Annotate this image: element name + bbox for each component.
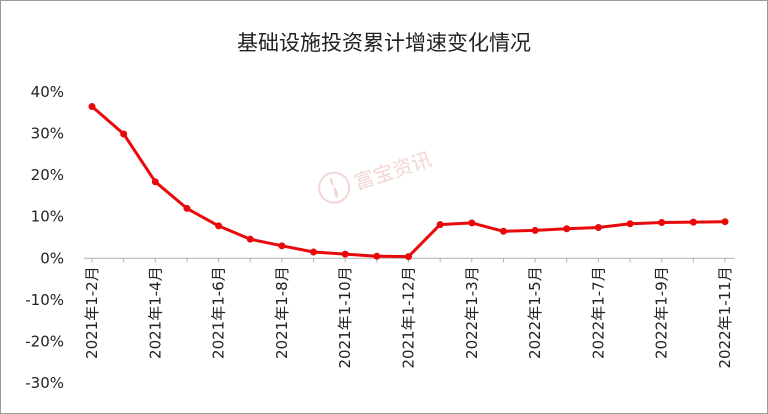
y-tick-label: -10%	[25, 291, 64, 309]
x-tick-label: 2022年1-3月	[463, 266, 481, 359]
x-tick-label: 2022年1-5月	[526, 266, 544, 359]
data-point	[310, 248, 318, 256]
x-tick-label: 2021年1-2月	[83, 266, 101, 359]
series-layer	[88, 103, 729, 261]
data-point	[120, 130, 128, 138]
x-tick-label: 2022年1-7月	[589, 266, 607, 359]
y-tick-label: 20%	[31, 166, 64, 184]
x-tick-label: 2022年1-9月	[653, 266, 671, 359]
data-point	[689, 218, 697, 226]
x-tick-label: 2021年1-4月	[146, 266, 164, 359]
data-point	[468, 219, 476, 227]
data-point	[594, 224, 602, 232]
y-tick-label: 0%	[40, 249, 64, 267]
data-point	[246, 235, 254, 243]
data-point	[721, 218, 729, 226]
watermark: 富宝资讯	[313, 140, 436, 209]
x-tick-label: 2021年1-10月	[336, 266, 354, 368]
data-point	[405, 253, 412, 261]
y-tick-label: -30%	[25, 374, 64, 392]
data-point	[215, 222, 223, 230]
data-point	[183, 204, 191, 212]
y-tick-label: 10%	[31, 208, 64, 226]
chart-title: 基础设施投资累计增速变化情况	[237, 31, 531, 55]
data-point	[563, 225, 571, 233]
data-point	[88, 103, 96, 111]
x-tick-label: 2022年1-11月	[716, 266, 734, 368]
y-axis: -30% -20% -10% 0% 10% 20% 30% 40%	[25, 83, 64, 392]
y-tick-label: 30%	[31, 125, 64, 143]
y-tick-label: 40%	[31, 83, 64, 101]
data-point	[341, 250, 349, 258]
x-tick-label: 2021年1-12月	[400, 266, 418, 368]
flame-logo-icon	[318, 171, 351, 204]
data-point	[436, 221, 444, 229]
data-point	[626, 220, 634, 228]
x-tick-label: 2021年1-6月	[210, 266, 228, 359]
x-tick-label: 2021年1-8月	[273, 266, 291, 359]
data-point	[531, 226, 539, 234]
data-point	[151, 178, 159, 186]
data-point	[499, 227, 507, 235]
x-axis: 2021年1-2月 2021年1-4月 2021年1-6月 2021年1-8月 2021…	[83, 258, 734, 369]
data-point	[278, 242, 286, 250]
data-point	[658, 219, 666, 227]
series-line	[91, 105, 726, 259]
y-tick-label: -20%	[25, 332, 64, 350]
data-point	[373, 252, 381, 260]
